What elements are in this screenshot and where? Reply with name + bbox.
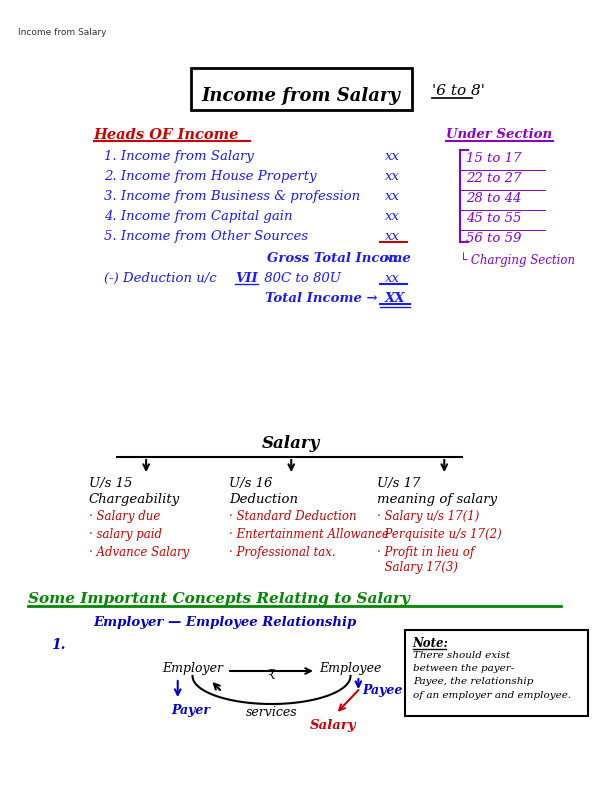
Text: 5. Income from Other Sources: 5. Income from Other Sources xyxy=(103,230,308,243)
Text: Payer: Payer xyxy=(171,704,210,717)
Text: · Salary u/s 17(1): · Salary u/s 17(1) xyxy=(377,510,480,523)
Text: 2. Income from House Property: 2. Income from House Property xyxy=(103,170,316,183)
Text: U/s 17: U/s 17 xyxy=(377,477,420,490)
Text: '6 to 8': '6 to 8' xyxy=(433,84,485,98)
Text: U/s 15: U/s 15 xyxy=(89,477,132,490)
Text: 22 to 27: 22 to 27 xyxy=(466,172,521,185)
Text: Note:: Note: xyxy=(412,637,449,650)
Text: Some Important Concepts Relating to Salary: Some Important Concepts Relating to Sala… xyxy=(28,592,409,606)
Text: Chargeability: Chargeability xyxy=(89,493,180,506)
Text: 15 to 17: 15 to 17 xyxy=(466,152,521,165)
Text: · Advance Salary: · Advance Salary xyxy=(89,546,189,559)
Text: Total Income →: Total Income → xyxy=(264,292,377,305)
Text: meaning of salary: meaning of salary xyxy=(377,493,498,506)
Text: VII: VII xyxy=(235,272,258,285)
FancyBboxPatch shape xyxy=(190,68,412,110)
Text: 56 to 59: 56 to 59 xyxy=(466,232,521,245)
Text: Income from Salary: Income from Salary xyxy=(18,28,106,37)
Text: 1.: 1. xyxy=(51,638,66,652)
Text: 3. Income from Business & profession: 3. Income from Business & profession xyxy=(103,190,360,203)
Text: 1. Income from Salary: 1. Income from Salary xyxy=(103,150,253,163)
Text: (-) Deduction u/c: (-) Deduction u/c xyxy=(103,272,216,285)
Text: 28 to 44: 28 to 44 xyxy=(466,192,521,205)
Text: 4. Income from Capital gain: 4. Income from Capital gain xyxy=(103,210,292,223)
Text: · Salary due: · Salary due xyxy=(89,510,160,523)
Text: xx: xx xyxy=(385,210,400,223)
Text: U/s 16: U/s 16 xyxy=(229,477,272,490)
Text: · Perquisite u/s 17(2): · Perquisite u/s 17(2) xyxy=(377,528,502,541)
Text: xx: xx xyxy=(385,170,400,183)
Text: · Professional tax.: · Professional tax. xyxy=(229,546,335,559)
FancyBboxPatch shape xyxy=(405,630,588,716)
Text: · Standard Deduction: · Standard Deduction xyxy=(229,510,357,523)
Text: Employer: Employer xyxy=(162,662,223,675)
Text: services: services xyxy=(245,706,297,719)
Text: Employee: Employee xyxy=(319,662,382,675)
Text: xx: xx xyxy=(385,252,400,265)
Text: · Profit in lieu of
  Salary 17(3): · Profit in lieu of Salary 17(3) xyxy=(377,546,474,574)
Text: Gross Total Income: Gross Total Income xyxy=(267,252,410,265)
Text: There should exist
between the payer-
Payee, the relationship
of an employer and: There should exist between the payer- Pa… xyxy=(412,651,571,699)
Text: XX: XX xyxy=(385,292,406,305)
Text: Salary: Salary xyxy=(310,719,356,732)
Text: Income from Salary: Income from Salary xyxy=(202,87,401,105)
Text: Deduction: Deduction xyxy=(229,493,298,506)
Text: Under Section: Under Section xyxy=(446,128,553,141)
Text: · Entertainment Allowance: · Entertainment Allowance xyxy=(229,528,389,541)
Text: xx: xx xyxy=(385,230,400,243)
Text: xx: xx xyxy=(385,272,400,285)
Text: Salary: Salary xyxy=(262,435,320,452)
Text: Heads OF Income: Heads OF Income xyxy=(94,128,239,142)
Text: ₹: ₹ xyxy=(267,669,275,682)
Text: 80C to 80U: 80C to 80U xyxy=(259,272,340,285)
Text: xx: xx xyxy=(385,190,400,203)
Text: Employer — Employee Relationship: Employer — Employee Relationship xyxy=(94,616,357,629)
Text: └ Charging Section: └ Charging Section xyxy=(460,252,575,267)
Text: Payee: Payee xyxy=(362,684,403,697)
Text: xx: xx xyxy=(385,150,400,163)
Text: · salary paid: · salary paid xyxy=(89,528,162,541)
Text: 45 to 55: 45 to 55 xyxy=(466,212,521,225)
